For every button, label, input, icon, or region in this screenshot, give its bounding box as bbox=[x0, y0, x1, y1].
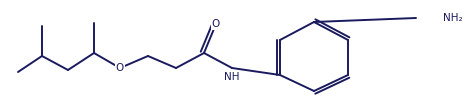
Text: O: O bbox=[212, 19, 220, 29]
Text: NH₂: NH₂ bbox=[443, 13, 463, 23]
Text: O: O bbox=[116, 63, 124, 73]
Text: NH: NH bbox=[224, 72, 240, 82]
